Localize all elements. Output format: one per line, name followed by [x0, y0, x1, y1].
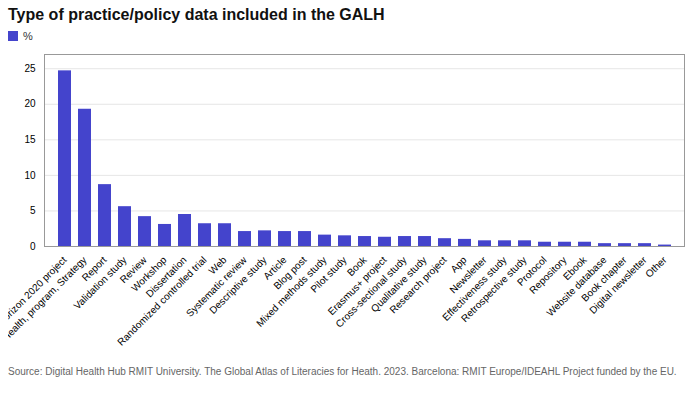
svg-text:Protocol: Protocol: [515, 254, 549, 288]
svg-text:Pilot study: Pilot study: [308, 254, 348, 294]
svg-text:Randomized controlled trial: Randomized controlled trial: [115, 254, 209, 348]
svg-text:Mixed methods study: Mixed methods study: [254, 254, 329, 329]
svg-text:Newsletter: Newsletter: [447, 254, 489, 296]
svg-text:Cross-sectional study: Cross-sectional study: [333, 254, 409, 330]
svg-text:Web: Web: [206, 254, 229, 277]
html-text:Source: Digital Health Hub RMI: Source: Digital Health Hub RMIT Universi…: [8, 366, 677, 377]
svg-text:Qualitative study: Qualitative study: [368, 254, 429, 315]
svg-text:Other: Other: [643, 254, 669, 280]
svg-text:0: 0: [30, 241, 36, 252]
svg-text:Book chapter: Book chapter: [579, 254, 629, 304]
svg-text:Systematic review: Systematic review: [183, 254, 249, 319]
svg-text:10: 10: [24, 170, 36, 181]
svg-text:15: 15: [24, 134, 36, 145]
svg-text:Website database: Website database: [544, 254, 609, 319]
svg-text:5: 5: [30, 205, 36, 216]
svg-text:Retrospective study: Retrospective study: [459, 254, 529, 324]
svg-text:Dissertation: Dissertation: [143, 254, 189, 300]
svg-text:Review: Review: [117, 254, 149, 286]
svg-text:Descriptive study: Descriptive study: [207, 254, 269, 316]
svg-text:Digital newsletter: Digital newsletter: [587, 254, 649, 316]
svg-text:20: 20: [24, 98, 36, 109]
svg-text:Report: Report: [79, 254, 109, 284]
svg-text:Blog post: Blog post: [271, 254, 309, 292]
html-text:Type of practice/policy data i: Type of practice/policy data included in…: [8, 6, 385, 23]
svg-text:Research project: Research project: [387, 254, 448, 315]
svg-text:Effectiveness study: Effectiveness study: [440, 254, 509, 323]
svg-text:App: App: [448, 254, 469, 275]
svg-text:Article: Article: [261, 254, 289, 282]
svg-text:Book: Book: [344, 254, 369, 279]
svg-text:Workshop: Workshop: [129, 254, 169, 294]
svg-text:Erasmus+ project: Erasmus+ project: [325, 254, 389, 318]
svg-text:Validation study: Validation study: [72, 254, 129, 311]
svg-text:Ebook: Ebook: [560, 254, 589, 283]
svg-text:Repository: Repository: [527, 254, 569, 296]
svg-text:25: 25: [24, 63, 36, 74]
